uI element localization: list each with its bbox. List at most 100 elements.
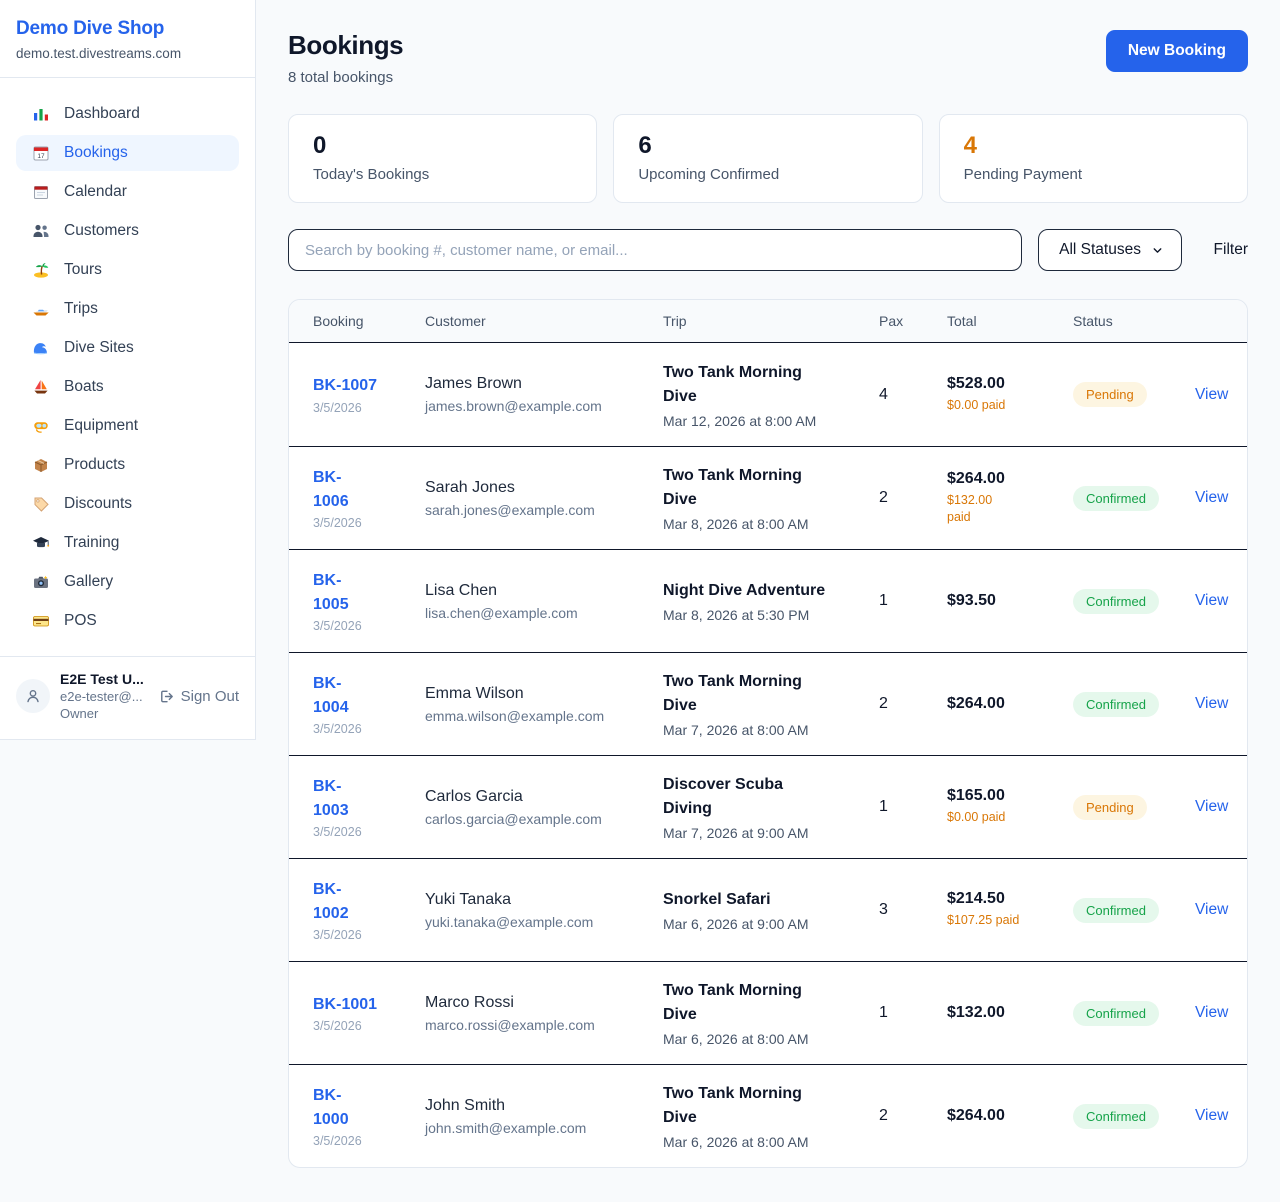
sidebar-item-training[interactable]: Training xyxy=(16,525,239,561)
total-amount: $528.00 xyxy=(947,374,1005,392)
sidebar-item-boats[interactable]: Boats xyxy=(16,369,239,405)
sidebar-item-trips[interactable]: Trips xyxy=(16,291,239,327)
pax-count: 2 xyxy=(879,1107,888,1124)
column-header-total: Total xyxy=(947,313,977,329)
customer-email: john.smith@example.com xyxy=(425,1119,587,1136)
stat-label: Today's Bookings xyxy=(313,166,430,183)
trip-datetime: Mar 7, 2026 at 9:00 AM xyxy=(663,825,809,841)
booking-date: 3/5/2026 xyxy=(313,618,362,633)
total-amount: $264.00 xyxy=(947,695,1005,712)
trip-datetime: Mar 7, 2026 at 8:00 AM xyxy=(663,722,809,738)
page-header: Bookings 8 total bookings New Booking xyxy=(288,30,1248,86)
booking-id-link[interactable]: BK- 1006 xyxy=(313,469,349,510)
view-link[interactable]: View xyxy=(1195,695,1229,712)
stats-row: 0 Today's Bookings 6 Upcoming Confirmed … xyxy=(288,114,1248,203)
new-booking-button[interactable]: New Booking xyxy=(1105,30,1248,72)
table-header-row: Booking Customer Trip Pax Total Status xyxy=(289,300,1247,343)
sidebar-item-discounts[interactable]: Discounts xyxy=(16,486,239,522)
paid-amount: $0.00 paid xyxy=(947,397,1006,412)
sidebar-item-tours[interactable]: Tours xyxy=(16,252,239,288)
trip-datetime: Mar 6, 2026 at 9:00 AM xyxy=(663,916,809,932)
sidebar-item-pos[interactable]: POS xyxy=(16,603,239,639)
trip-name: Discover Scuba Diving xyxy=(663,776,784,817)
stat-card-todays-bookings: 0 Today's Bookings xyxy=(288,114,598,203)
customer-name: Emma Wilson xyxy=(425,684,524,702)
sidebar-item-products[interactable]: Products xyxy=(16,447,239,483)
booking-id-link[interactable]: BK- 1005 xyxy=(313,572,349,613)
view-link[interactable]: View xyxy=(1195,798,1229,815)
sidebar-item-dashboard[interactable]: Dashboard xyxy=(16,96,239,132)
total-amount: $165.00 xyxy=(947,787,1005,805)
booking-id-link[interactable]: BK-1001 xyxy=(313,995,378,1013)
table-row: BK- 1004 3/5/2026 Emma Wilson emma.wilso… xyxy=(289,652,1247,755)
table-row: BK- 1003 3/5/2026 Carlos Garcia carlos.g… xyxy=(289,755,1247,858)
sidebar-item-calendar[interactable]: Calendar xyxy=(16,174,239,210)
shop-header: Demo Dive Shop demo.test.divestreams.com xyxy=(0,0,255,78)
sidebar-item-label: Dive Sites xyxy=(64,339,134,356)
sidebar-item-dive-sites[interactable]: Dive Sites xyxy=(16,330,239,366)
view-link[interactable]: View xyxy=(1195,1107,1229,1124)
view-link[interactable]: View xyxy=(1195,592,1229,609)
customer-name: Yuki Tanaka xyxy=(425,890,511,908)
pax-count: 2 xyxy=(879,695,888,712)
sidebar-item-customers[interactable]: Customers xyxy=(16,213,239,249)
bar-chart-icon xyxy=(32,105,50,123)
customer-email: james.brown@example.com xyxy=(425,398,602,414)
view-link[interactable]: View xyxy=(1195,489,1229,506)
trip-name: Two Tank Morning Dive xyxy=(663,467,802,508)
customer-email: yuki.tanaka@example.com xyxy=(425,913,594,930)
total-amount: $264.00 xyxy=(947,469,1005,487)
filter-button[interactable]: Filter xyxy=(1213,241,1248,258)
booking-id-link[interactable]: BK- 1004 xyxy=(313,675,349,716)
column-header-pax: Pax xyxy=(879,313,904,329)
sidebar-item-label: Boats xyxy=(64,378,104,395)
table-row: BK- 1000 3/5/2026 John Smith john.smith@… xyxy=(289,1064,1247,1167)
sidebar-item-bookings[interactable]: 17 Bookings xyxy=(16,135,239,171)
tag-icon xyxy=(32,495,50,513)
grad-cap-icon xyxy=(32,534,50,552)
customer-email: lisa.chen@example.com xyxy=(425,604,578,621)
speedboat-icon xyxy=(32,300,50,318)
calendar-icon xyxy=(32,183,50,201)
customer-email: marco.rossi@example.com xyxy=(425,1016,595,1033)
status-badge: Confirmed xyxy=(1073,1000,1159,1026)
main-content: Bookings 8 total bookings New Booking 0 … xyxy=(256,0,1280,1202)
sidebar-item-gallery[interactable]: Gallery xyxy=(16,564,239,600)
view-link[interactable]: View xyxy=(1195,1004,1229,1021)
trip-datetime: Mar 6, 2026 at 8:00 AM xyxy=(663,1031,809,1047)
status-badge: Confirmed xyxy=(1073,588,1159,614)
sidebar: Demo Dive Shop demo.test.divestreams.com… xyxy=(0,0,256,740)
booking-date: 3/5/2026 xyxy=(313,721,362,736)
trip-name: Two Tank Morning Dive xyxy=(663,363,802,405)
sign-out-button[interactable]: Sign Out xyxy=(158,688,239,705)
booking-id-link[interactable]: BK- 1000 xyxy=(313,1087,349,1128)
column-header-customer: Customer xyxy=(425,313,486,329)
sidebar-item-label: Products xyxy=(64,456,126,473)
booking-id-link[interactable]: BK- 1003 xyxy=(313,778,349,819)
customer-email: emma.wilson@example.com xyxy=(425,707,605,724)
wave-icon xyxy=(32,339,50,357)
status-badge: Confirmed xyxy=(1073,485,1159,511)
view-link[interactable]: View xyxy=(1195,385,1229,403)
table-row: BK- 1006 3/5/2026 Sarah Jones sarah.jone… xyxy=(289,446,1247,549)
pax-count: 1 xyxy=(879,1004,888,1021)
calendar-bookings-icon: 17 xyxy=(32,144,50,162)
shop-domain: demo.test.divestreams.com xyxy=(16,46,182,61)
table-row: BK-1001 3/5/2026 Marco Rossi marco.rossi… xyxy=(289,961,1247,1064)
trip-datetime: Mar 12, 2026 at 8:00 AM xyxy=(663,412,817,429)
status-selected-value: All Statuses xyxy=(1059,241,1141,258)
view-link[interactable]: View xyxy=(1195,901,1229,918)
booking-id-link[interactable]: BK- 1002 xyxy=(313,881,349,922)
sign-out-label: Sign Out xyxy=(180,687,239,705)
search-input[interactable] xyxy=(288,229,1022,271)
column-header-status: Status xyxy=(1073,313,1113,329)
status-filter-select[interactable]: All Statuses xyxy=(1037,229,1182,271)
customer-name: James Brown xyxy=(425,375,522,392)
table-body: BK-1007 3/5/2026 James Brown james.brown… xyxy=(289,343,1247,1167)
stat-card-upcoming-confirmed: 6 Upcoming Confirmed xyxy=(613,114,923,203)
total-amount: $93.50 xyxy=(947,592,996,609)
booking-id-link[interactable]: BK-1007 xyxy=(313,377,378,395)
sidebar-item-equipment[interactable]: Equipment xyxy=(16,408,239,444)
stat-label: Upcoming Confirmed xyxy=(638,166,780,183)
trip-name: Two Tank Morning Dive xyxy=(663,673,802,714)
